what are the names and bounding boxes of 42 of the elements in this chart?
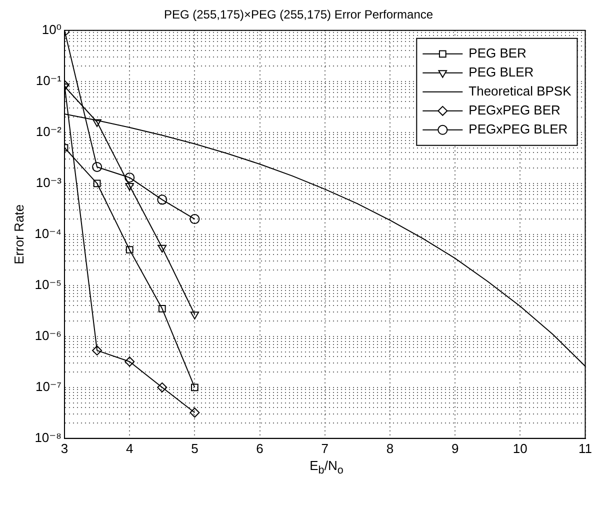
x-tick-label: 8 (386, 440, 394, 456)
x-axis-title: E$_{b}$/N$_{o}$ (308, 458, 344, 477)
x-tick-label: 5 (191, 440, 198, 456)
point (190, 214, 200, 224)
point (157, 194, 168, 205)
y-tick-label: 10⁻³ (36, 174, 62, 190)
x-tick-label: 7 (321, 440, 328, 456)
point (158, 244, 167, 253)
legend-label: PEG BLER (468, 64, 534, 80)
point (124, 172, 135, 183)
point (124, 356, 135, 367)
y-axis-title: Error Rate (11, 204, 26, 264)
x-tick-label: 11 (578, 440, 592, 456)
legend-label: PEG BER (468, 45, 526, 60)
point (190, 312, 200, 320)
legend-label: PEGxPEG BER (468, 102, 560, 118)
chart-title: PEG (255,175)×PEG (255,175) Error Performance (164, 8, 434, 22)
point (93, 180, 101, 188)
point (126, 246, 134, 254)
x-tick-label: 9 (451, 440, 459, 456)
y-tick-label: 10⁻⁸ (34, 430, 62, 445)
point (92, 345, 102, 356)
point (92, 119, 102, 127)
y-tick-label: 10⁻⁵ (34, 276, 62, 292)
y-tick-label: 10⁻⁷ (35, 378, 62, 394)
x-tick-label: 3 (60, 440, 68, 456)
point (191, 384, 198, 392)
legend-label: Theoretical BPSK (468, 83, 572, 98)
x-tick-label: 10 (512, 440, 528, 456)
y-tick-label: 10⁻² (36, 124, 62, 139)
y-tick-label: 10⁻¹ (36, 72, 62, 88)
legend-label: PEGxPEG BLER (468, 121, 568, 136)
point (92, 162, 102, 172)
point (157, 382, 168, 392)
point (158, 304, 166, 312)
point (125, 182, 134, 191)
y-tick-label: 10⁻⁶ (34, 328, 62, 343)
y-tick-label: 10⁻⁴ (34, 226, 62, 241)
y-tick-label: 10⁰ (42, 22, 62, 37)
point (190, 408, 200, 418)
x-tick-label: 4 (126, 440, 134, 456)
x-tick-label: 6 (256, 440, 264, 456)
